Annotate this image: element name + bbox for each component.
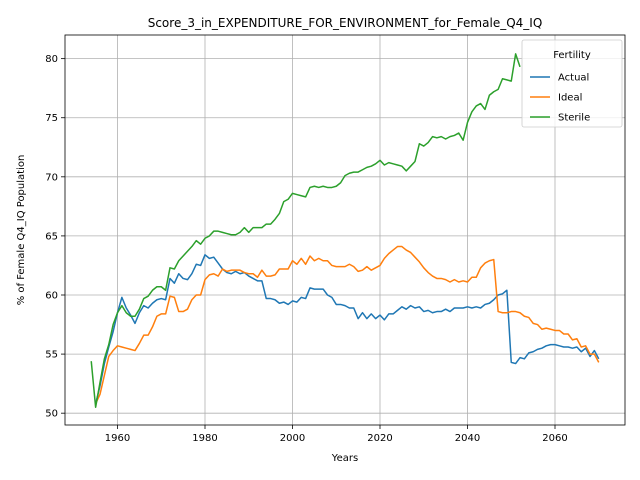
y-tick-label: 65 — [45, 231, 58, 242]
x-tick-label: 2020 — [367, 433, 392, 444]
series-line-ideal — [94, 245, 600, 405]
y-axis-ticks: 50 55 60 65 70 75 80 — [45, 54, 65, 420]
x-tick-label: 2060 — [542, 433, 567, 444]
x-tick-label: 2000 — [280, 433, 305, 444]
legend: Fertility Actual Ideal Sterile — [521, 39, 623, 128]
y-tick-label: 60 — [45, 291, 58, 302]
series-line-actual — [94, 254, 600, 404]
legend-box — [521, 39, 623, 128]
legend-entries: Actual Ideal Sterile — [530, 73, 590, 124]
y-tick-label: 80 — [45, 54, 58, 65]
chart-title: Score_3_in_EXPENDITURE_FOR_ENVIRONMENT_f… — [148, 16, 543, 30]
legend-title: Fertility — [553, 50, 591, 61]
legend-label-sterile: Sterile — [558, 113, 590, 124]
series-lines — [90, 53, 600, 409]
y-tick-label: 55 — [45, 350, 58, 361]
x-tick-label: 1980 — [192, 433, 217, 444]
legend-label-ideal: Ideal — [558, 93, 582, 104]
plot-area-frame — [64, 34, 626, 426]
y-axis-label: % of Female Q4_IQ Population — [16, 155, 27, 306]
legend-label-actual: Actual — [558, 73, 589, 84]
x-tick-label: 2040 — [455, 433, 480, 444]
y-tick-label: 75 — [45, 113, 58, 124]
x-tick-label: 1960 — [105, 433, 130, 444]
x-axis-label: Years — [331, 453, 358, 464]
y-tick-label: 50 — [45, 409, 58, 420]
series-line-sterile — [90, 53, 521, 409]
y-tick-label: 70 — [45, 172, 58, 183]
x-axis-ticks: 1960 1980 2000 2020 2040 2060 — [105, 425, 568, 444]
